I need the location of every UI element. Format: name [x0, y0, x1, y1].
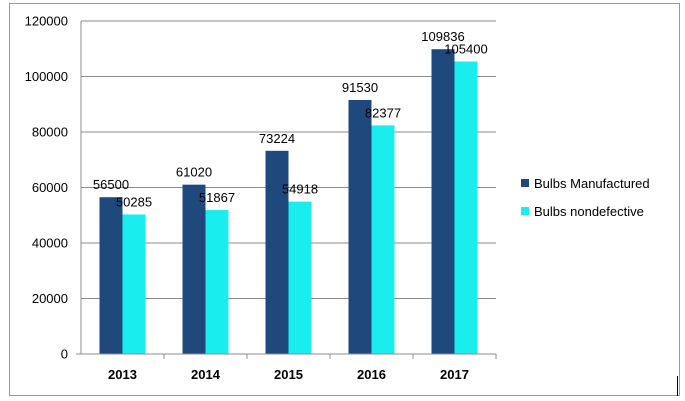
bar	[122, 214, 146, 354]
x-tick-label: 2013	[108, 367, 137, 382]
data-label: 105400	[444, 42, 487, 57]
bar	[371, 125, 395, 354]
gridlines	[81, 20, 496, 299]
bar	[99, 197, 123, 354]
data-labels: 56500 50285 61020 51867 73224 54918 91530 82377…	[93, 29, 488, 209]
y-tick-label: 20000	[32, 291, 68, 306]
bar	[348, 100, 372, 355]
bar	[205, 210, 229, 354]
data-label: 73224	[259, 131, 295, 146]
data-label: 109836	[421, 29, 464, 44]
data-label: 61020	[176, 165, 212, 180]
data-label: 91530	[342, 80, 378, 95]
y-tick-label: 40000	[32, 236, 68, 251]
legend-label: Bulbs Manufactured	[534, 176, 650, 191]
legend-swatch	[521, 207, 529, 215]
x-tick-label: 2015	[274, 367, 303, 382]
text-cursor	[677, 376, 678, 396]
legend: Bulbs Manufactured Bulbs nondefective	[521, 176, 650, 219]
y-tick-label: 100000	[25, 69, 68, 84]
legend-label: Bulbs nondefective	[534, 204, 644, 219]
axes: 0 20000 40000 60000 80000 100000 120000 2013 201…	[25, 14, 497, 382]
bar	[431, 49, 455, 354]
data-label: 51867	[199, 190, 235, 205]
y-tick-label: 60000	[32, 180, 68, 195]
y-tick-label: 0	[61, 347, 68, 362]
x-tick-label: 2017	[440, 367, 469, 382]
data-label: 82377	[365, 105, 401, 120]
bar	[265, 150, 289, 354]
x-tick-label: 2014	[191, 367, 221, 382]
bar	[288, 201, 312, 354]
data-label: 56500	[93, 177, 129, 192]
y-tick-label: 120000	[25, 14, 68, 29]
bar	[182, 184, 206, 354]
legend-swatch	[521, 179, 529, 187]
x-tick-label: 2016	[357, 367, 386, 382]
y-tick-label: 80000	[32, 125, 68, 140]
data-label: 54918	[282, 182, 318, 197]
bar	[454, 61, 478, 354]
bars	[99, 49, 478, 355]
data-label: 50285	[116, 194, 152, 209]
